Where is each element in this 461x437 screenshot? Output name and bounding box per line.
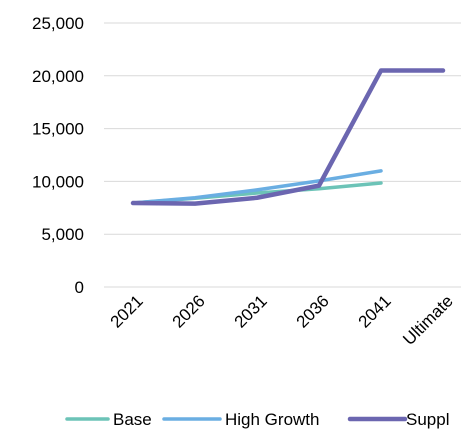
gridlines (104, 22, 461, 288)
x-axis-ticks: 2021 2026 2031 2036 2041 Ultimate (107, 291, 457, 349)
x-tick-label: 2041 (355, 291, 395, 331)
y-tick-label: 0 (75, 278, 84, 297)
x-tick-label: 2021 (107, 291, 147, 331)
series-line (130, 68, 446, 206)
series-line (131, 169, 383, 205)
x-tick-label: Ultimate (399, 291, 457, 349)
y-tick-label: 15,000 (32, 120, 84, 139)
series-lines (130, 68, 446, 206)
x-tick-label: 2026 (169, 291, 209, 331)
legend-label: Suppl (406, 410, 449, 429)
legend-label: Base (113, 410, 152, 429)
y-axis-ticks: 0 5,000 10,000 15,000 20,000 25,000 (32, 14, 84, 297)
y-tick-label: 20,000 (32, 67, 84, 86)
x-tick-label: 2036 (293, 291, 333, 331)
legend: Base High Growth Suppl (65, 410, 449, 429)
y-tick-label: 25,000 (32, 14, 84, 33)
y-tick-label: 5,000 (41, 225, 84, 244)
x-tick-label: 2031 (231, 291, 271, 331)
y-tick-label: 10,000 (32, 172, 84, 191)
legend-label: High Growth (225, 410, 319, 429)
